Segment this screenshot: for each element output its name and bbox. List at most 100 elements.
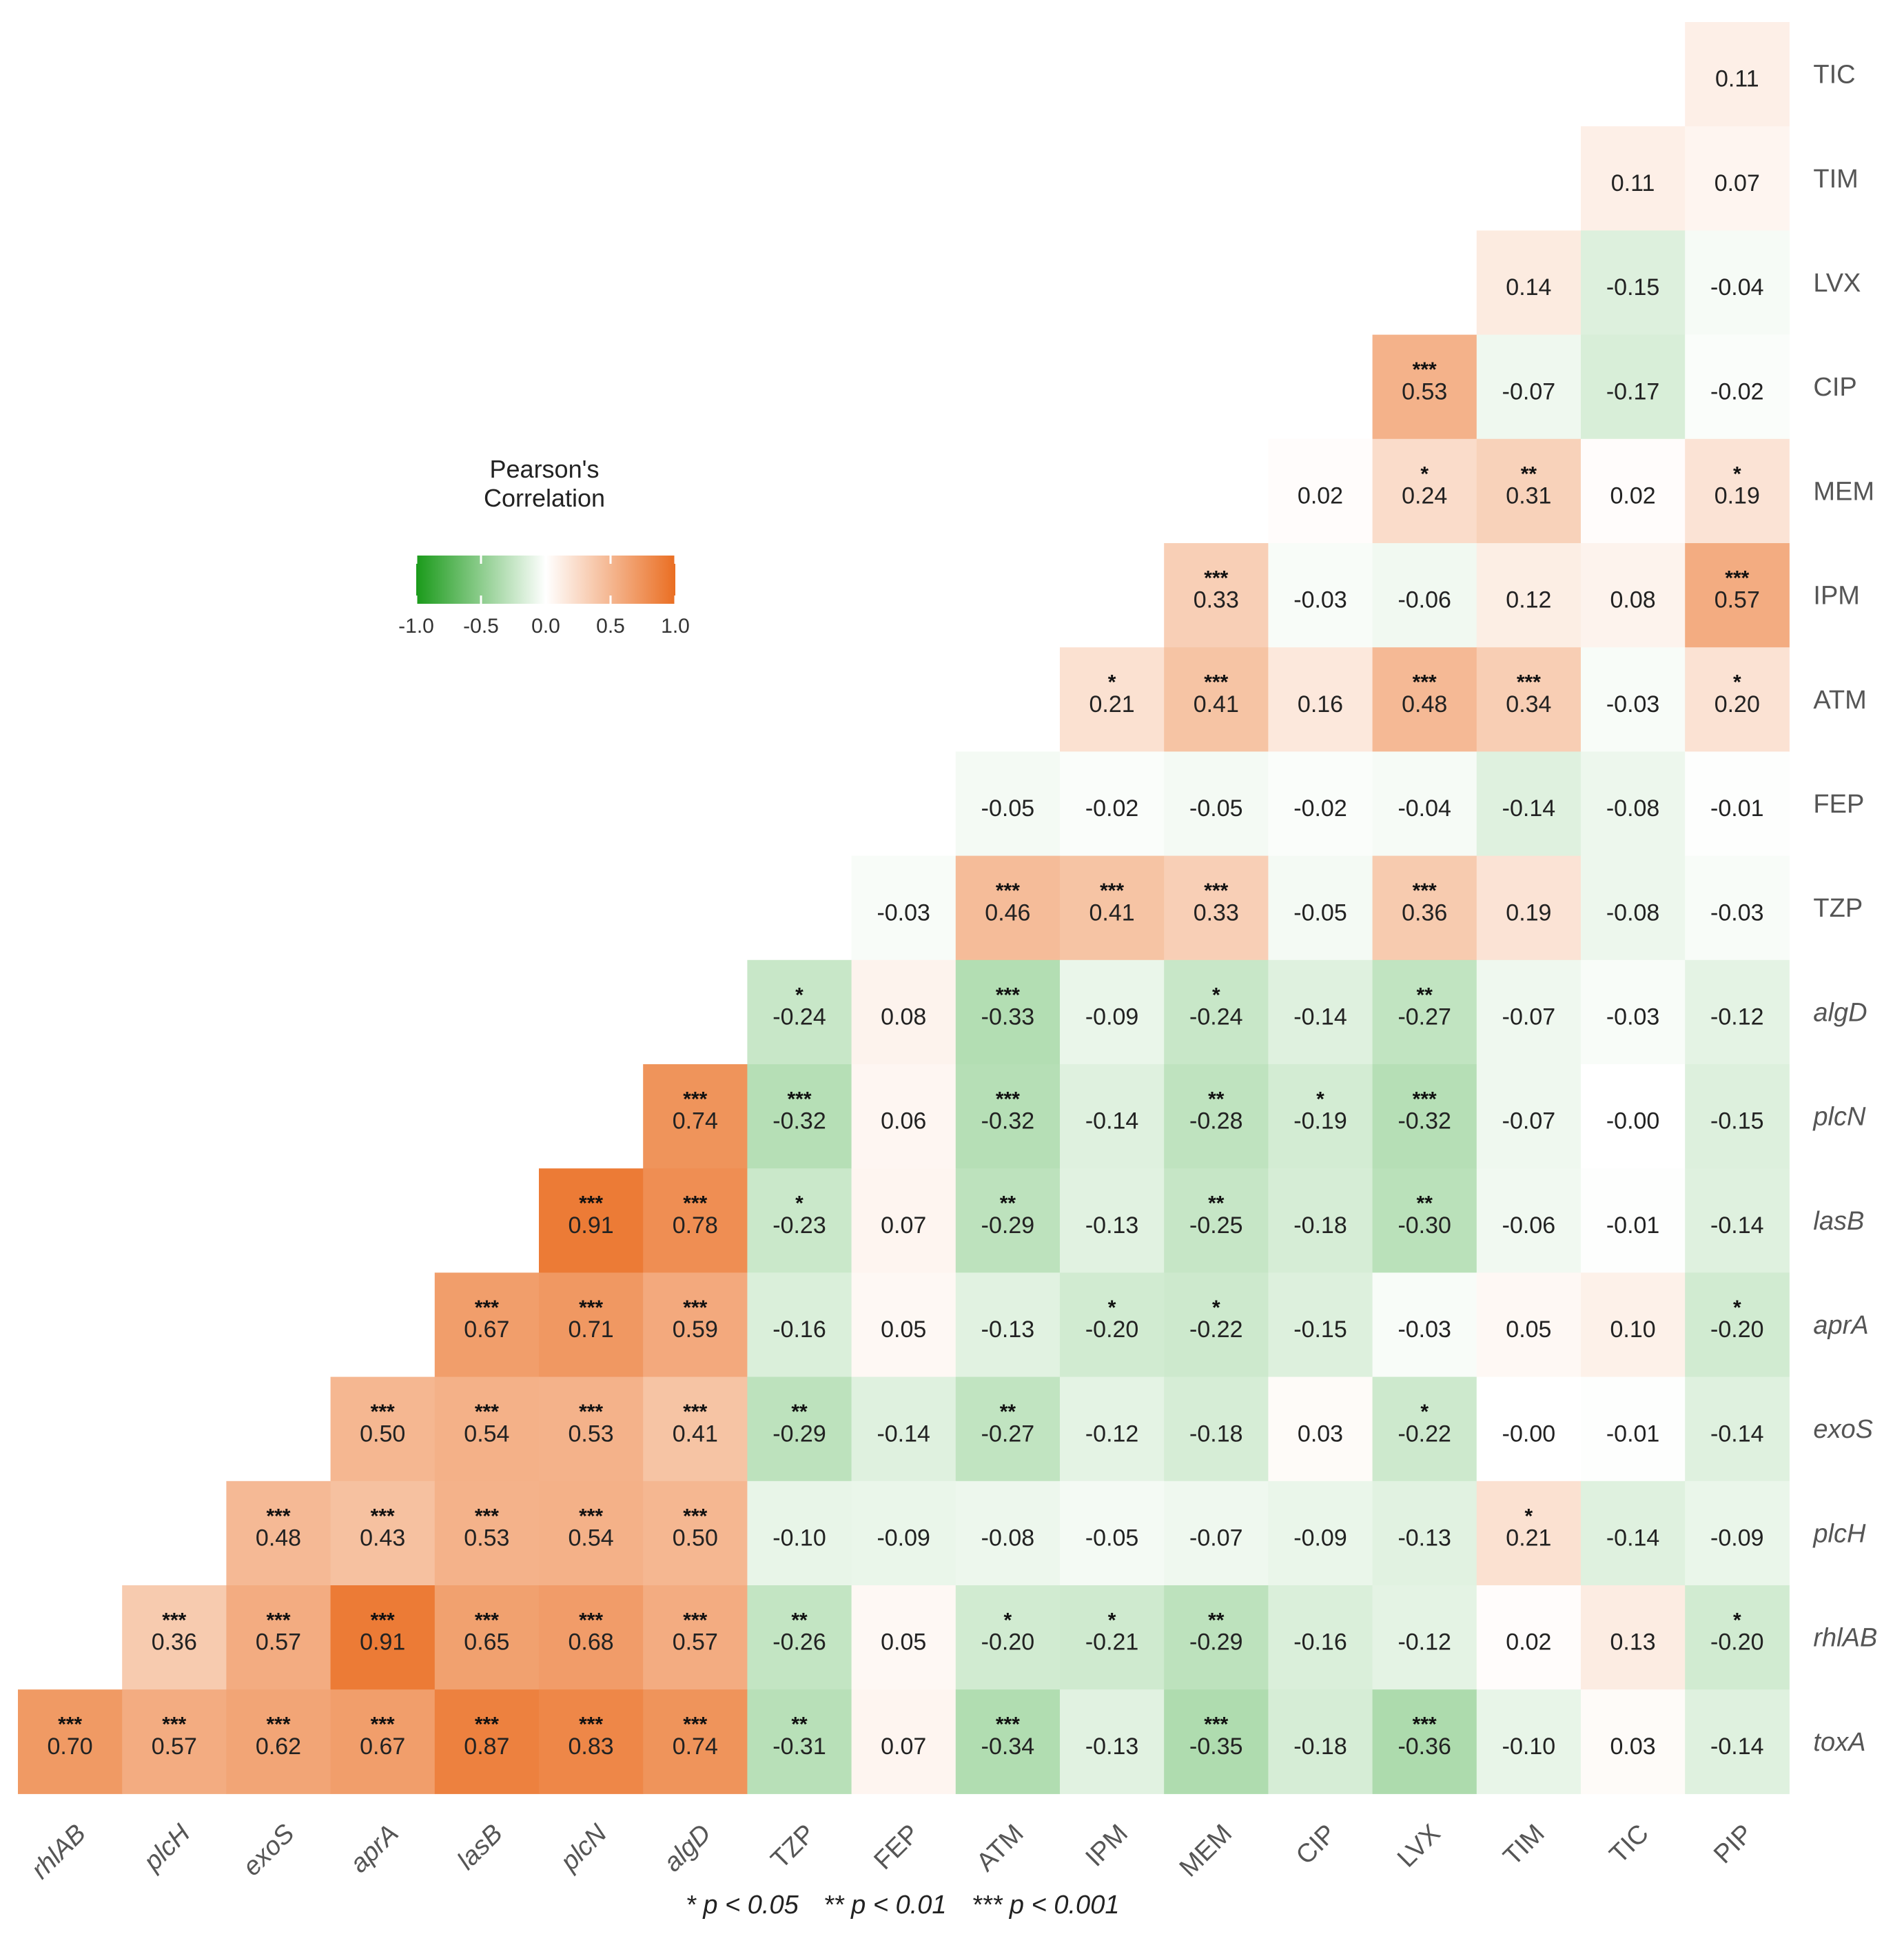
row-label-tim: TIM [1813,165,1858,194]
cell-value: 0.50 [673,1525,718,1552]
cell-value: -0.31 [772,1733,826,1760]
cell-value: 0.16 [1298,691,1343,718]
cell-exos-fep: -0.14 [851,1376,956,1482]
cell-ipm-cip: -0.03 [1268,543,1373,648]
cell-fill [1164,647,1269,752]
cell-fill [1268,1168,1373,1273]
cell-rhlab-lvx: -0.12 [1372,1585,1477,1690]
cell-fill [330,1689,436,1794]
cell-fill [747,1168,852,1273]
cell-fep-mem: -0.05 [1164,751,1269,857]
cell-fill [1476,1272,1581,1378]
cell-fill [1372,1376,1477,1482]
cell-value: -0.22 [1398,1421,1451,1447]
legend: Pearson's Correlation -1.0 -0.5 0.0 0.5 1.0 [398,455,690,638]
row-label-rhlab: rhlAB [1813,1624,1877,1653]
cell-value: -0.02 [1293,795,1347,822]
cell-plcn-tzp: ***-0.32 [747,1064,852,1169]
cell-lvx-tic: -0.15 [1581,230,1686,336]
cell-fill [1372,1064,1477,1169]
cell-value: -0.17 [1606,378,1660,405]
col-label-pip: PIP [1708,1819,1759,1869]
col-label-rhlab: rhlAB [26,1819,92,1884]
cell-fill [1268,1376,1373,1482]
cell-value: -0.26 [772,1629,826,1656]
cell-plcn-atm: ***-0.32 [955,1064,1061,1169]
cell-algd-tic: -0.03 [1581,959,1686,1065]
cell-fill [643,1168,748,1273]
cell-fill [955,1376,1061,1482]
cell-plcn-tic: -0.00 [1581,1064,1686,1169]
cell-value: 0.19 [1714,483,1760,509]
cell-significance: *** [683,1088,707,1110]
cell-value: 0.91 [360,1629,405,1656]
cell-fill [1268,1585,1373,1690]
cell-rhlab-fep: 0.05 [851,1585,956,1690]
cell-significance: * [1212,1296,1220,1319]
col-label-cip: CIP [1291,1819,1342,1871]
cell-atm-tic: -0.03 [1581,647,1686,752]
cell-value: 0.08 [1610,587,1656,613]
cell-fill [1060,647,1165,752]
footnote-p01: ** p < 0.01 [823,1891,947,1920]
cell-cip-tim: -0.07 [1476,334,1581,440]
cell-value: -0.03 [1606,691,1660,718]
cell-significance: * [1004,1609,1012,1631]
cell-value: -0.08 [1606,795,1660,822]
cell-value: 0.21 [1506,1525,1551,1552]
cell-value: 0.74 [673,1108,718,1135]
cell-significance: *** [475,1713,499,1736]
cell-value: 0.02 [1506,1629,1551,1656]
cell-fill [1060,855,1165,961]
cell-fill [1060,1168,1165,1273]
cell-tzp-lvx: ***0.36 [1372,855,1477,961]
cell-value: -0.13 [1085,1733,1139,1760]
cell-value: 0.14 [1506,274,1551,301]
cell-fill [1372,751,1477,857]
cell-fill [1268,751,1373,857]
cell-fill [1476,230,1581,336]
cell-fill [1685,751,1790,857]
cell-tzp-ipm: ***0.41 [1060,855,1165,961]
cell-plch-ipm: -0.05 [1060,1481,1165,1586]
row-label-tic: TIC [1813,61,1855,90]
cell-fill [1372,1272,1477,1378]
cell-significance: *** [1204,1713,1228,1736]
cell-fill [1060,751,1165,857]
cell-fill [643,1689,748,1794]
cell-value: -0.13 [981,1316,1035,1343]
legend-tick-label: -1.0 [398,615,434,638]
cell-value: -0.32 [772,1108,826,1135]
cell-significance: *** [58,1713,82,1736]
cell-value: -0.07 [1189,1525,1243,1552]
cell-lasb-cip: -0.18 [1268,1168,1373,1273]
legend-title-line1: Pearson's [490,455,600,483]
cell-value: 0.19 [1506,899,1551,926]
cell-fill [643,1272,748,1378]
cell-fep-tim: -0.14 [1476,751,1581,857]
cell-plcn-algd: ***0.74 [643,1064,748,1169]
cell-value: 0.07 [1714,170,1760,196]
col-label-exos: exoS [237,1819,300,1882]
cell-fill [1268,1481,1373,1586]
cell-value: 0.34 [1506,691,1551,718]
cell-fill [851,959,956,1065]
row-label-plch: plcH [1812,1519,1866,1548]
cell-rhlab-tzp: **-0.26 [747,1585,852,1690]
cell-apra-cip: -0.15 [1268,1272,1373,1378]
cell-value: 0.91 [569,1212,614,1239]
cell-exos-mem: -0.18 [1164,1376,1269,1482]
cell-algd-tzp: *-0.24 [747,959,852,1065]
cell-significance: ** [791,1401,808,1423]
cell-fill [1581,1272,1686,1378]
col-label-atm: ATM [971,1819,1029,1877]
cell-value: -0.09 [1710,1525,1764,1552]
cell-fill [1060,1481,1165,1586]
cell-fill [851,1064,956,1169]
cell-significance: *** [996,1088,1020,1110]
cell-toxa-rhlab: ***0.70 [18,1689,123,1794]
cell-significance: *** [683,1609,707,1631]
cell-algd-cip: -0.14 [1268,959,1373,1065]
cell-fill [1476,1168,1581,1273]
cell-significance: *** [371,1609,395,1631]
